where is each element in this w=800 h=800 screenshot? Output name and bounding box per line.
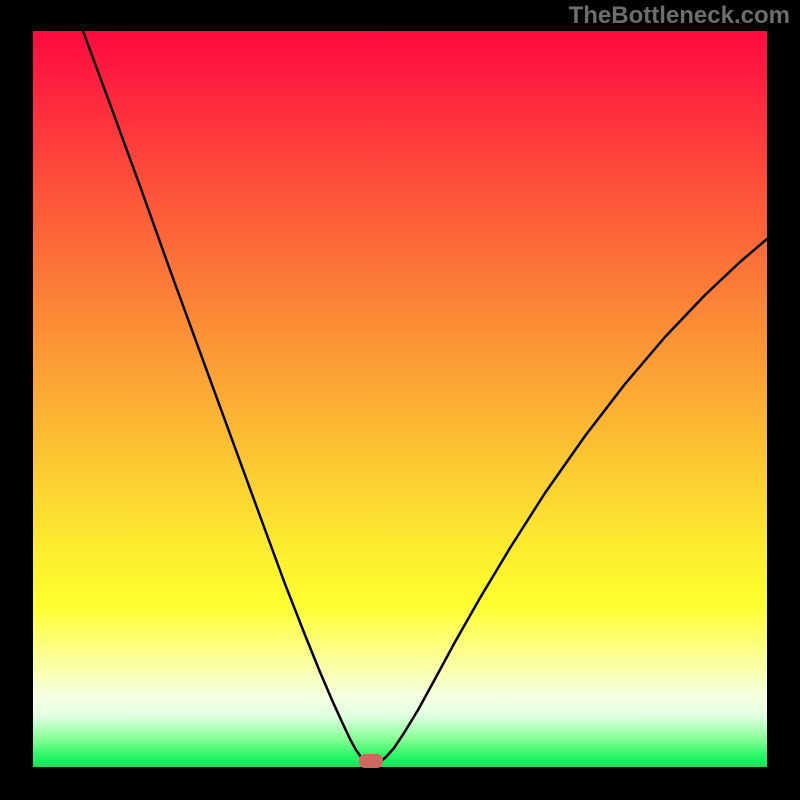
plot-area [33,31,767,767]
optimum-marker [359,754,383,768]
chart-container: TheBottleneck.com [0,0,800,800]
watermark-text: TheBottleneck.com [569,2,790,30]
